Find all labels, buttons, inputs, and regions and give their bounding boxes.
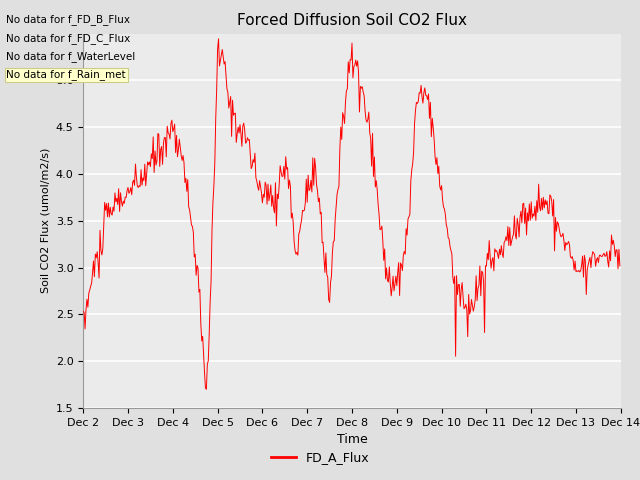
Legend: FD_A_Flux: FD_A_Flux	[266, 446, 374, 469]
Text: No data for f_WaterLevel: No data for f_WaterLevel	[6, 51, 136, 62]
Y-axis label: Soil CO2 Flux (umol/m2/s): Soil CO2 Flux (umol/m2/s)	[40, 148, 50, 293]
X-axis label: Time: Time	[337, 433, 367, 446]
Title: Forced Diffusion Soil CO2 Flux: Forced Diffusion Soil CO2 Flux	[237, 13, 467, 28]
Text: No data for f_Rain_met: No data for f_Rain_met	[6, 69, 126, 80]
Text: No data for f_FD_C_Flux: No data for f_FD_C_Flux	[6, 33, 131, 44]
Text: No data for f_FD_B_Flux: No data for f_FD_B_Flux	[6, 14, 131, 25]
